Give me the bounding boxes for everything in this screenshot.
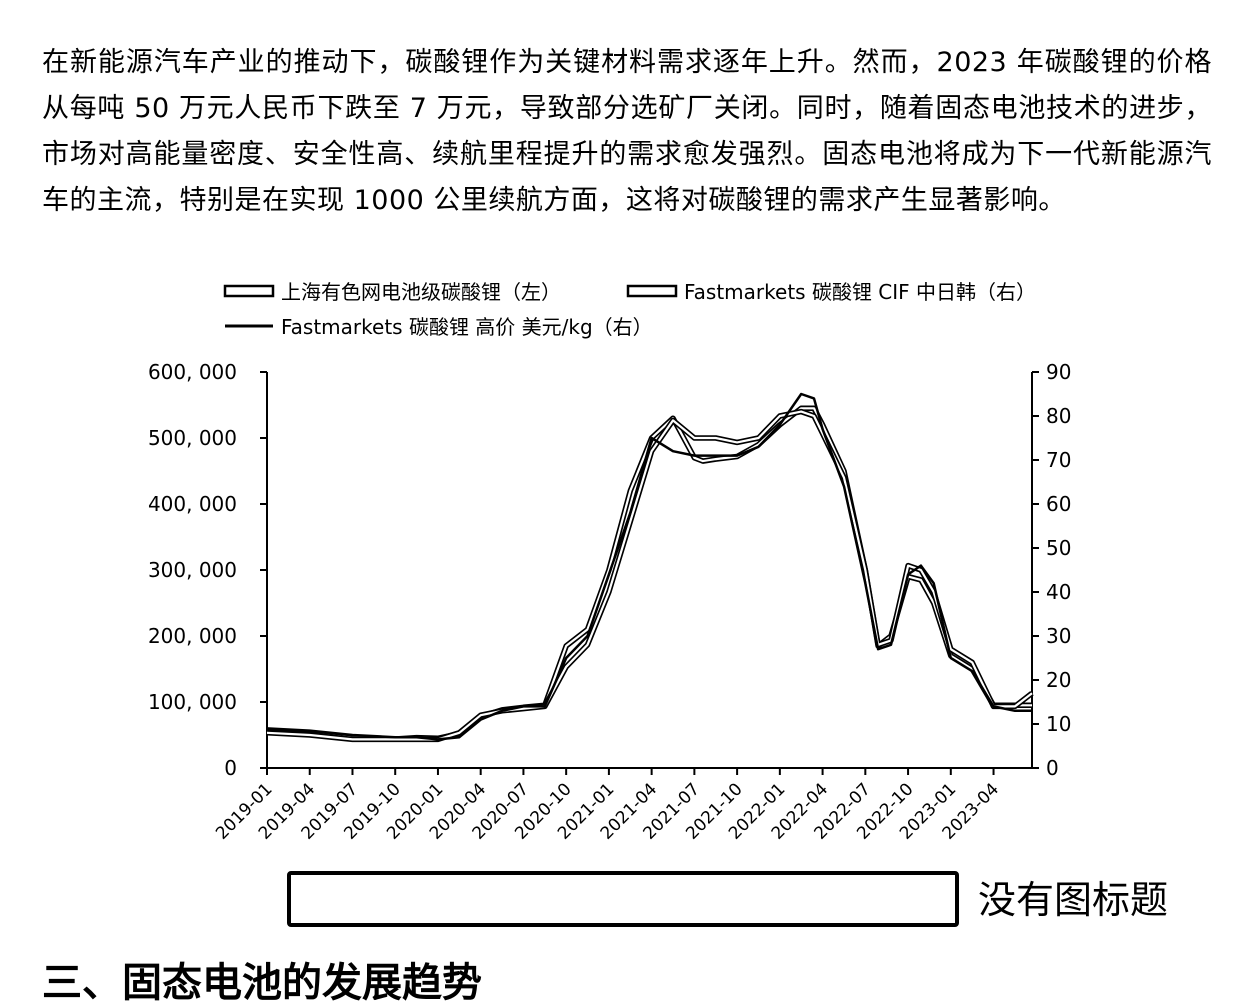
chart-series xyxy=(266,392,1034,743)
y-right-tick-label: 0 xyxy=(1046,756,1059,780)
y-left-tick-label: 500, 000 xyxy=(148,426,237,450)
series-line xyxy=(266,410,1033,741)
legend-label: Fastmarkets 碳酸锂 CIF 中日韩（右） xyxy=(684,280,1036,304)
y-right-tick-label: 20 xyxy=(1046,668,1071,692)
chart-legend: 上海有色网电池级碳酸锂（左） Fastmarkets 碳酸锂 CIF 中日韩（右）… xyxy=(223,280,1036,339)
y-right-tick-label: 10 xyxy=(1046,712,1071,736)
lithium-price-chart: 上海有色网电池级碳酸锂（左） Fastmarkets 碳酸锂 CIF 中日韩（右）… xyxy=(148,280,1072,844)
y-left-tick-label: 600, 000 xyxy=(148,360,237,384)
legend-swatch xyxy=(626,284,678,298)
y-right-tick-label: 70 xyxy=(1046,448,1071,472)
y-right-tick-label: 50 xyxy=(1046,536,1071,560)
y-left-tick-label: 100, 000 xyxy=(148,690,237,714)
legend-label: Fastmarkets 碳酸锂 高价 美元/kg（右） xyxy=(281,315,653,339)
series-line xyxy=(266,392,1032,741)
y-left-tick-label: 200, 000 xyxy=(148,624,237,648)
intro-paragraph: 在新能源汽车产业的推动下，碳酸锂作为关键材料需求逐年上升。然而，2023 年碳酸… xyxy=(42,47,1212,216)
y-right-tick-label: 80 xyxy=(1046,404,1071,428)
y-left-tick-label: 300, 000 xyxy=(148,558,237,582)
legend-label: 上海有色网电池级碳酸锂（左） xyxy=(281,280,561,304)
y-right-tick-label: 60 xyxy=(1046,492,1071,516)
y-left-tick-label: 400, 000 xyxy=(148,492,237,516)
y-right-tick-label: 40 xyxy=(1046,580,1071,604)
y-right-tick-label: 90 xyxy=(1046,360,1071,384)
legend-swatch xyxy=(223,284,275,298)
caption-note: 没有图标题 xyxy=(978,878,1169,922)
caption-placeholder-box xyxy=(287,871,959,927)
section-heading: 三、固态电池的发展趋势 xyxy=(42,960,482,1006)
y-left-tick-label: 0 xyxy=(224,756,237,780)
y-right-tick-label: 30 xyxy=(1046,624,1071,648)
